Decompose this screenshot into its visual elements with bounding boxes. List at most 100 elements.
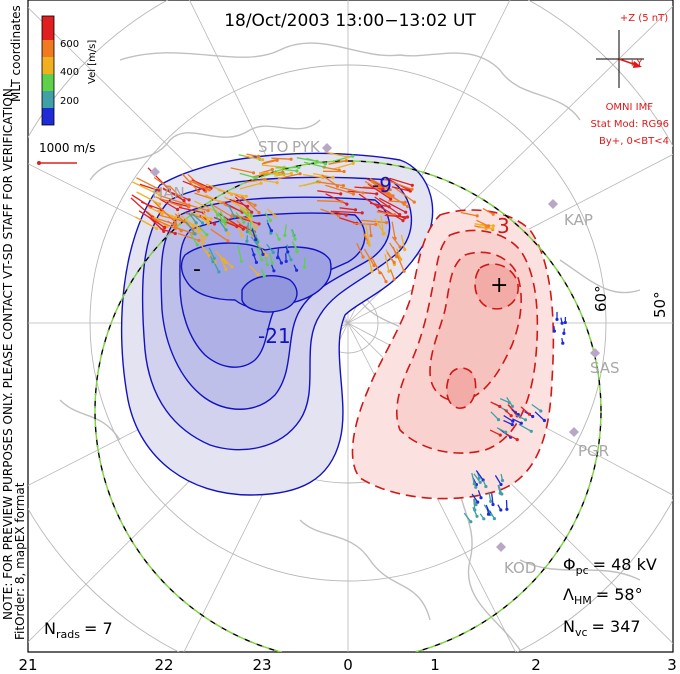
velocity-vector-origin: [244, 194, 248, 198]
velocity-vector: [157, 209, 173, 218]
velocity-vector: [238, 223, 255, 233]
velocity-vector-origin: [218, 200, 222, 204]
velocity-vector: [194, 200, 217, 213]
velocity-vector: [394, 186, 415, 203]
velocity-vector-origin: [515, 438, 519, 442]
velocity-vector: [178, 206, 204, 214]
velocity-vector: [302, 173, 323, 179]
x-tick-label: 22: [154, 656, 173, 674]
velocity-vector-origin: [224, 228, 228, 232]
velocity-vector-origin: [392, 260, 396, 264]
velocity-vector-origin: [252, 171, 256, 175]
station-label-sto: STO: [258, 138, 289, 156]
velocity-vector-origin: [523, 418, 528, 422]
x-axis-ticks: 21 22 23 0 1 2 3: [18, 656, 676, 674]
colorbar-tick-400: 400: [60, 67, 79, 78]
velocity-vector: [390, 195, 409, 208]
positive-convection-cell: [351, 209, 555, 500]
velocity-vector-origin: [277, 237, 281, 241]
velocity-vector-origin: [245, 230, 249, 234]
velocity-vector-origin: [344, 213, 348, 217]
velocity-vector: [249, 221, 252, 233]
velocity-vector: [237, 245, 243, 262]
velocity-vector: [391, 186, 411, 192]
velocity-vector: [303, 257, 306, 268]
velocity-vector: [490, 401, 501, 408]
velocity-vector: [169, 185, 190, 207]
velocity-vector: [460, 211, 478, 217]
velocity-vector-origin: [401, 219, 405, 223]
velocity-vector: [489, 429, 501, 436]
velocity-vector: [290, 228, 296, 240]
station-markers: [150, 143, 600, 552]
velocity-vector: [284, 224, 287, 236]
velocity-vector-origin: [269, 229, 274, 233]
velocity-vector-origin: [298, 172, 302, 176]
velocity-vector-origin: [384, 221, 389, 225]
velocity-vector-origin: [519, 421, 523, 425]
velocity-vector: [188, 212, 197, 224]
velocity-vector-origin: [302, 265, 306, 269]
velocity-vector-origin: [386, 191, 390, 195]
velocity-vector-origin: [166, 185, 170, 189]
velocity-vector-origin: [531, 414, 535, 419]
velocity-vector-origin: [264, 253, 268, 257]
stat-nrads-value: = 7: [84, 619, 113, 638]
velocity-vector: [512, 418, 522, 424]
page-title: 18/Oct/2003 13:00−13:02 UT: [224, 11, 476, 31]
velocity-vector-origin: [273, 214, 277, 218]
velocity-vector: [364, 180, 390, 197]
velocity-vector-origin: [212, 256, 216, 260]
velocity-vector-origin: [342, 169, 346, 174]
velocity-vector-origin: [206, 222, 210, 226]
velocity-vector: [472, 506, 478, 517]
x-tick-label: 2: [531, 656, 541, 674]
velocity-vector-origin: [405, 215, 410, 219]
velocity-vector: [235, 212, 245, 223]
velocity-vector-origin: [295, 268, 299, 272]
velocity-vector: [189, 233, 198, 246]
stat-phi-pc: Φpc = 48 kV: [563, 555, 657, 577]
velocity-vector-origin: [563, 320, 567, 325]
velocity-vector: [333, 155, 353, 162]
velocity-vector: [135, 216, 158, 230]
velocity-vector: [384, 214, 408, 218]
x-tick-label: 1: [430, 656, 440, 674]
imf-vector-head: [633, 61, 642, 68]
velocity-vector-origin: [386, 186, 390, 190]
velocity-vector-origin: [241, 227, 245, 231]
velocity-vector-origin: [182, 219, 186, 224]
velocity-vector-origin: [509, 414, 513, 418]
velocity-vector-origin: [382, 231, 386, 236]
velocity-vector: [298, 181, 320, 187]
velocity-vector-origin: [475, 514, 479, 518]
velocity-vector: [147, 206, 163, 215]
velocity-vector: [506, 433, 518, 441]
fit-statistics: Nrads = 7 Φpc = 48 kV ΛHM = 58° Nvc = 347: [44, 555, 657, 641]
stat-nvc-main: N: [563, 617, 575, 636]
velocity-vector-origin: [261, 252, 265, 256]
velocity-vector: [215, 250, 227, 263]
velocity-vector: [229, 198, 248, 207]
stat-lambda-value: = 58°: [596, 585, 643, 604]
velocity-vector-origin: [205, 233, 209, 237]
velocity-vector-origin: [197, 228, 202, 232]
velocity-vector: [189, 180, 207, 190]
velocity-vector-origin: [262, 274, 266, 278]
velocity-vector: [391, 236, 401, 248]
velocity-vector: [153, 176, 169, 188]
velocity-vector: [210, 228, 229, 242]
velocity-vector-origin: [398, 245, 402, 249]
contour-pos-core-b: [445, 367, 477, 409]
velocity-vector-origin: [560, 321, 564, 325]
velocity-vector: [482, 207, 494, 215]
velocity-vector-origin: [207, 188, 211, 192]
velocity-vector-origin: [256, 272, 260, 277]
velocity-vector-origin: [268, 218, 272, 222]
stat-nrads-main: N: [44, 619, 56, 638]
velocity-vector-origin: [498, 404, 502, 409]
stat-nvc-sub: vc: [575, 626, 588, 639]
velocity-vector: [261, 159, 278, 165]
velocity-vector-origin: [384, 280, 388, 284]
